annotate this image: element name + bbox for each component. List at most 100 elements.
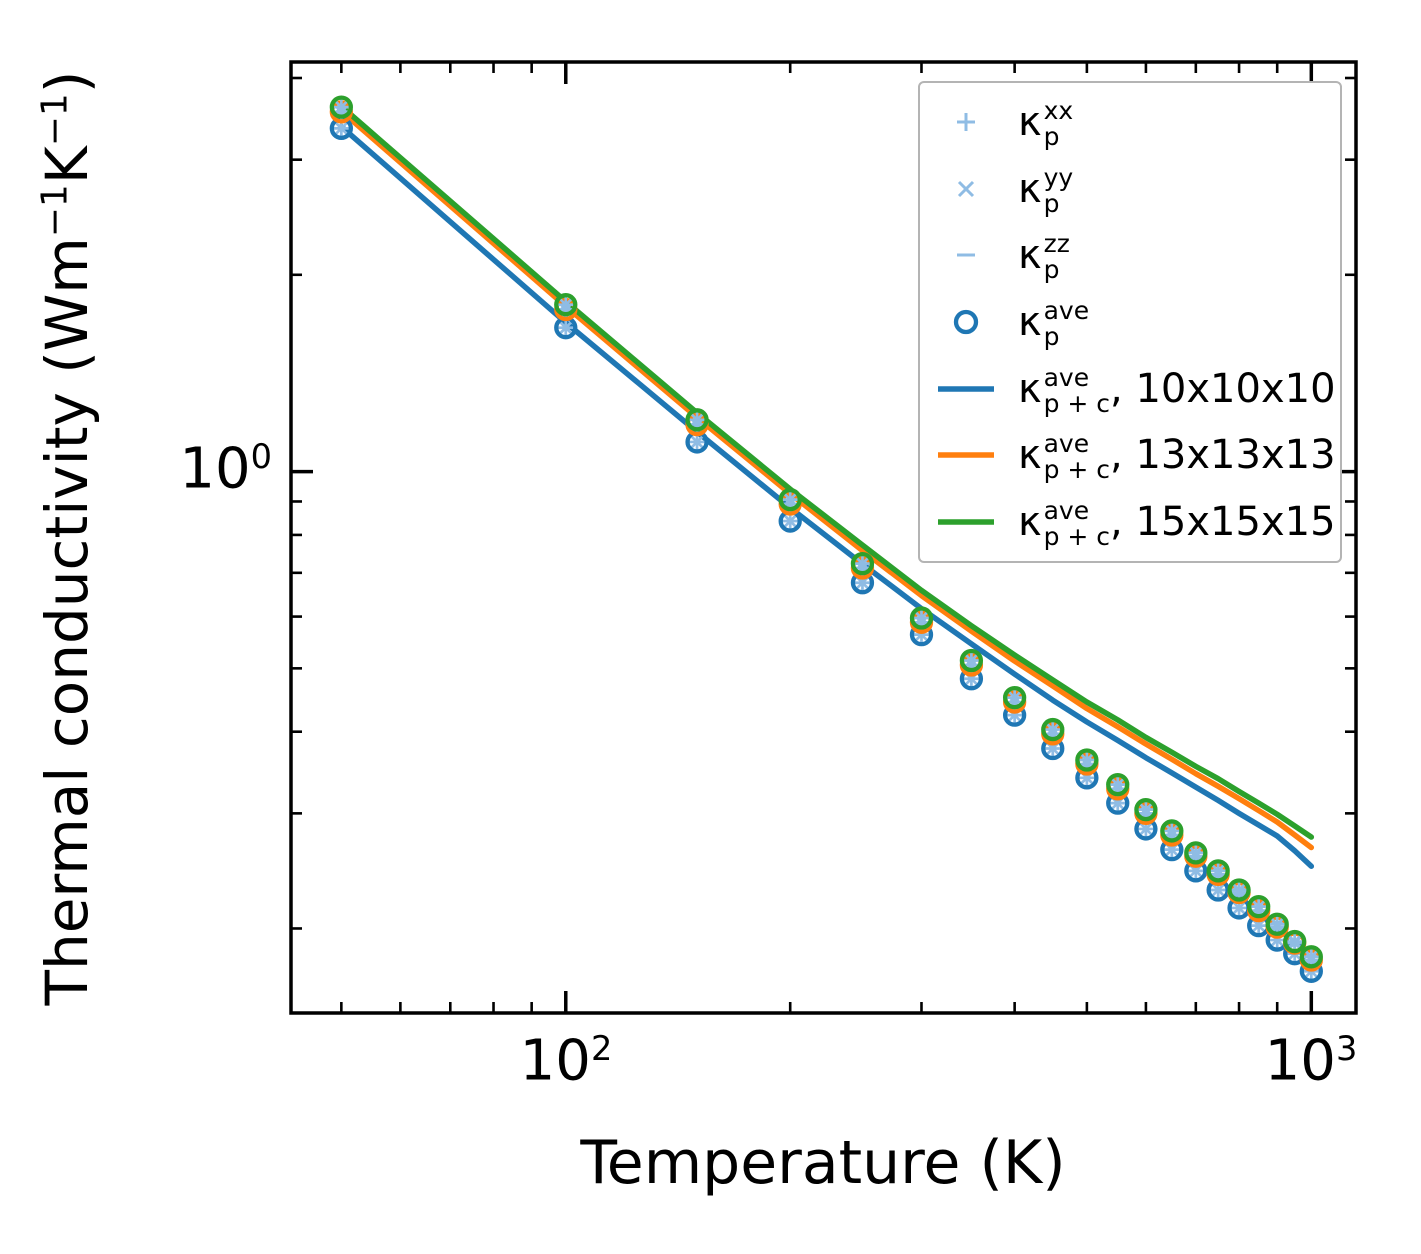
yy-cross-marker xyxy=(690,413,704,427)
x-axis-label: Temperature (K) xyxy=(580,1128,1066,1198)
ave-circle-marker xyxy=(554,293,578,317)
ave-circle-marker xyxy=(1206,859,1230,883)
kappa-subscript: p xyxy=(1043,255,1060,285)
circle-marker-icon xyxy=(953,309,979,335)
legend-entry-6: κ ave p + c, 15x15x15 xyxy=(934,491,1340,553)
legend: κ xx p κ yy p κ zz p κ ave p κ ave p + c, 10x10x10 κ ave… xyxy=(918,81,1342,563)
yy-cross-marker xyxy=(559,320,573,335)
ave-circle-marker xyxy=(1299,945,1323,969)
yy-cross-marker xyxy=(690,435,704,449)
kappa-subscript: p xyxy=(1043,188,1060,218)
legend-grid-size: , 13x13x13 xyxy=(1110,432,1336,479)
ylabel-exponent: −1 xyxy=(34,184,76,238)
yy-cross-marker xyxy=(1046,722,1060,737)
ave-circle-marker xyxy=(1247,894,1271,919)
yy-cross-marker xyxy=(1304,950,1319,964)
yy-cross-marker xyxy=(1080,753,1094,767)
ave-circle-marker xyxy=(1075,748,1099,772)
kappa-subscript: p + c xyxy=(1043,521,1111,551)
kappa-subscript: p + c xyxy=(1043,388,1111,418)
legend-entry-4: κ ave p + c, 10x10x10 xyxy=(934,358,1340,420)
x-axis-tick-label-100: 102 xyxy=(519,1028,613,1094)
x-axis-tick-label-1000: 103 xyxy=(1264,1028,1358,1094)
y-axis-tick-label: 100 xyxy=(179,436,272,502)
line-marker-icon xyxy=(938,385,994,392)
axes-spines xyxy=(289,60,1358,1015)
kappa-symbol: κ xyxy=(1018,498,1042,545)
yy-cross-marker xyxy=(914,611,929,625)
kappa-symbol: κ xyxy=(1018,365,1042,412)
legend-entry-3: κ ave p xyxy=(934,291,1340,353)
ave-circle-marker xyxy=(1160,819,1184,843)
yy-cross-marker xyxy=(334,121,349,136)
dash-marker-icon xyxy=(957,253,975,257)
kappa-superscript: ave xyxy=(1043,429,1090,459)
yy-cross-marker xyxy=(1007,690,1022,705)
ave-circle-marker xyxy=(1227,878,1251,902)
ave-circle-marker xyxy=(1134,797,1158,822)
tick-exponent: 0 xyxy=(250,437,272,476)
ave-circle-marker xyxy=(329,95,353,119)
yy-cross-marker xyxy=(1232,901,1246,915)
ave-circle-marker xyxy=(778,487,802,512)
yy-cross-marker xyxy=(855,556,870,571)
kappa-sup-sub: yy p xyxy=(1043,162,1074,218)
legend-swatch xyxy=(934,102,998,142)
kappa-superscript: ave xyxy=(1043,362,1090,392)
kappa-superscript: ave xyxy=(1043,495,1090,525)
cross-marker-icon xyxy=(957,180,975,197)
legend-grid-size: , 10x10x10 xyxy=(1110,365,1336,412)
kappa-sup-sub: ave p + c xyxy=(1043,362,1111,418)
yy-cross-marker xyxy=(1139,822,1153,836)
ave-circle-marker xyxy=(685,408,709,432)
legend-entry-5: κ ave p + c, 13x13x13 xyxy=(934,424,1340,486)
legend-swatch xyxy=(934,369,998,409)
tick-exponent: 3 xyxy=(1335,1029,1358,1068)
yy-cross-marker xyxy=(1270,917,1284,932)
kappa-symbol: κ xyxy=(1018,165,1042,212)
legend-swatch xyxy=(934,169,998,209)
legend-label: κ xx p xyxy=(1018,96,1074,150)
yy-cross-marker xyxy=(964,653,979,668)
kappa-sup-sub: xx p xyxy=(1044,98,1074,150)
yy-cross-marker xyxy=(1251,899,1266,914)
yy-cross-marker xyxy=(334,100,349,114)
yy-cross-marker xyxy=(1287,934,1302,949)
kappa-sup-sub: ave p + c xyxy=(1044,431,1110,483)
yy-cross-marker xyxy=(1211,883,1225,897)
tick-exponent: 2 xyxy=(590,1029,613,1068)
legend-swatch xyxy=(934,235,998,275)
kappa-superscript: xx xyxy=(1043,96,1074,126)
yy-cross-marker xyxy=(783,514,797,528)
line-marker-icon xyxy=(938,518,994,525)
kappa-sup-sub: zz p xyxy=(1044,231,1070,283)
ave-circle-marker xyxy=(850,551,875,576)
legend-label: κ yy p xyxy=(1018,162,1074,218)
series-line-13x13x13 xyxy=(338,108,1315,851)
series-line-15x15x15 xyxy=(338,103,1315,840)
ave-circle-marker xyxy=(1283,929,1307,954)
ave-circle-marker xyxy=(1041,717,1065,742)
yy-cross-marker xyxy=(783,492,797,507)
yy-cross-marker xyxy=(1232,883,1246,897)
kappa-symbol: κ xyxy=(1018,232,1042,279)
series-line-10x10x10 xyxy=(338,123,1315,870)
legend-entry-1: κ yy p xyxy=(934,158,1340,220)
kappa-subscript: p xyxy=(1043,122,1060,152)
yy-cross-marker xyxy=(1211,864,1225,878)
legend-swatch xyxy=(934,302,998,342)
legend-grid-size: , 15x15x15 xyxy=(1110,498,1336,545)
kappa-sup-sub: ave p + c xyxy=(1043,495,1111,551)
kappa-superscript: ave xyxy=(1043,295,1090,325)
yy-cross-marker xyxy=(1165,824,1179,838)
kappa-superscript: yy xyxy=(1043,162,1074,192)
yy-cross-marker xyxy=(1189,846,1203,860)
plus-marker-icon xyxy=(957,113,975,132)
kappa-subscript: p + c xyxy=(1043,455,1111,485)
kappa-symbol: κ xyxy=(1018,432,1042,479)
kappa-symbol: κ xyxy=(1018,99,1042,146)
y-axis-label: Thermal conductivity (Wm−1K−1) xyxy=(33,70,101,1006)
yy-cross-marker xyxy=(1251,918,1266,933)
